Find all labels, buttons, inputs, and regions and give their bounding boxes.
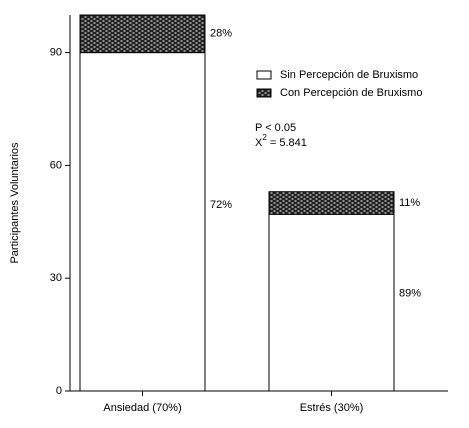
legend-label: Sin Percepción de Bruxismo	[280, 69, 418, 81]
y-tick-label: 30	[50, 272, 62, 284]
percent-label: 72%	[210, 199, 232, 211]
y-tick-label: 90	[50, 47, 62, 59]
bar-segment	[268, 191, 395, 215]
chi-square: X2 = 5.841	[255, 133, 307, 149]
bar-segment	[79, 14, 206, 54]
chi-symbol: X	[255, 137, 263, 149]
x-tick-label: Estrés (30%)	[300, 402, 364, 414]
chi-exponent: 2	[262, 133, 267, 142]
legend-swatch	[256, 88, 272, 98]
x-tick-label: Ansiedad (70%)	[103, 402, 181, 414]
percent-label: 28%	[210, 28, 232, 40]
chi-value: = 5.841	[267, 137, 307, 149]
y-axis-label: Participantes Voluntarios	[9, 142, 21, 264]
y-tick-label: 0	[56, 385, 62, 397]
legend-label: Con Percepción de Bruxismo	[280, 87, 422, 99]
legend-swatch	[256, 70, 272, 80]
percent-label: 11%	[399, 197, 420, 209]
bar-segment	[268, 213, 395, 392]
y-tick-label: 60	[50, 159, 62, 171]
bar-segment	[79, 52, 206, 392]
percent-label: 89%	[399, 288, 421, 300]
p-value: P < 0.05	[255, 122, 296, 134]
